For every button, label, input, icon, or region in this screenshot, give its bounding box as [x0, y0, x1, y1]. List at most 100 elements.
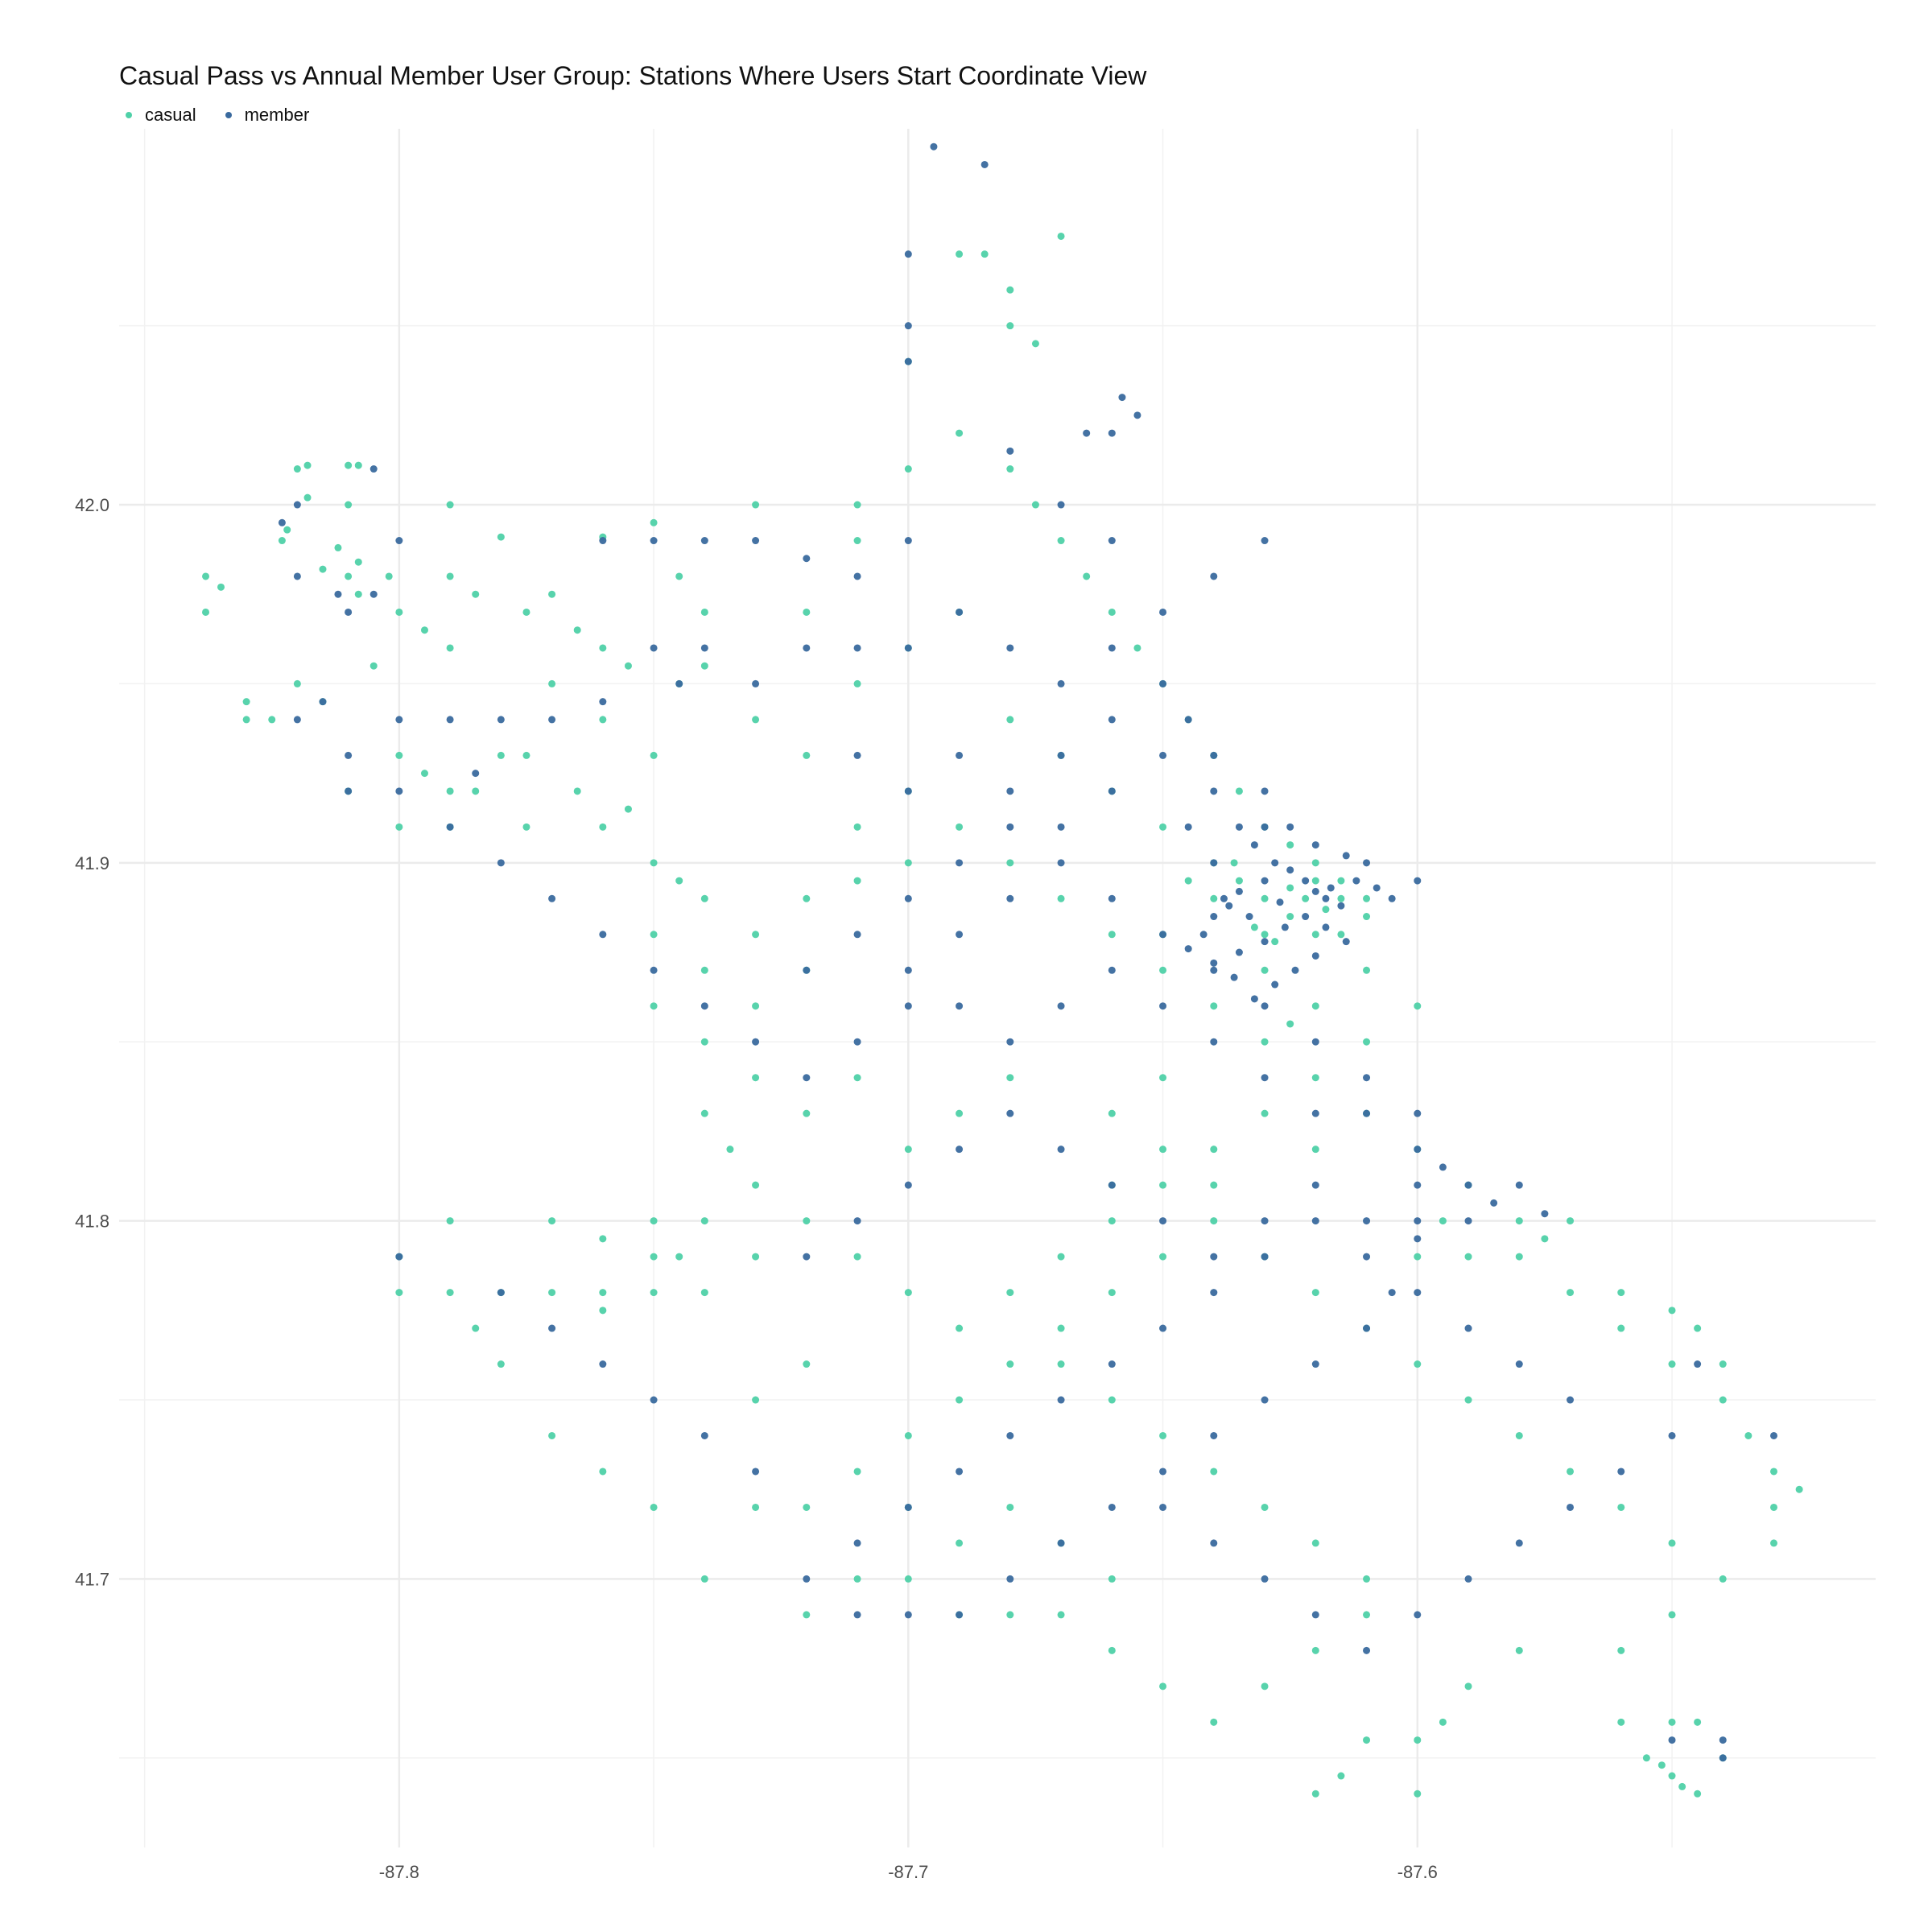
point-member	[803, 644, 811, 652]
point-member	[752, 1038, 760, 1046]
point-casual	[319, 565, 327, 573]
point-member	[1159, 679, 1167, 687]
point-casual	[599, 1289, 607, 1297]
point-casual	[1230, 859, 1238, 867]
point-member	[1388, 894, 1396, 902]
point-member	[1220, 894, 1228, 902]
point-casual	[624, 805, 632, 813]
point-member	[1363, 859, 1371, 867]
point-casual	[650, 518, 658, 526]
x-tick-label: -87.6	[1397, 1862, 1438, 1882]
point-casual	[1210, 1002, 1218, 1010]
point-casual	[1515, 1431, 1523, 1439]
point-casual	[1184, 877, 1192, 885]
point-member	[1276, 898, 1284, 906]
point-casual	[904, 859, 912, 867]
point-casual	[1006, 322, 1014, 330]
point-casual	[700, 608, 708, 616]
point-casual	[803, 894, 811, 902]
point-casual	[1567, 1217, 1575, 1225]
point-casual	[1159, 1146, 1167, 1154]
point-casual	[650, 1002, 658, 1010]
point-member	[1210, 913, 1218, 921]
point-member	[1567, 1396, 1575, 1404]
point-member	[1363, 1109, 1371, 1117]
point-casual	[904, 1431, 912, 1439]
point-casual	[1617, 1503, 1625, 1511]
point-casual	[956, 250, 964, 258]
point-casual	[548, 590, 556, 598]
point-casual	[726, 1146, 734, 1154]
point-casual	[1337, 931, 1345, 939]
point-casual	[650, 1289, 658, 1297]
point-casual	[1439, 1217, 1447, 1225]
point-casual	[1250, 923, 1258, 931]
point-casual	[472, 787, 480, 795]
point-casual	[1057, 1253, 1065, 1261]
point-casual	[1235, 877, 1243, 885]
point-casual	[700, 1217, 708, 1225]
point-casual	[1311, 1074, 1319, 1082]
point-casual	[1235, 787, 1243, 795]
point-casual	[752, 501, 760, 509]
point-member	[1261, 537, 1269, 545]
point-casual	[1031, 340, 1039, 348]
point-casual	[446, 1289, 454, 1297]
point-member	[853, 1539, 861, 1547]
y-tick-label: 41.9	[75, 853, 109, 873]
point-casual	[650, 1503, 658, 1511]
point-casual	[1770, 1503, 1778, 1511]
x-tick-label: -87.7	[888, 1862, 928, 1882]
point-member	[1210, 572, 1218, 580]
point-member	[1311, 841, 1319, 849]
point-member	[497, 1289, 505, 1297]
point-member	[1057, 501, 1065, 509]
point-member	[1464, 1324, 1472, 1332]
point-member	[319, 698, 327, 706]
point-member	[1373, 884, 1381, 892]
point-casual	[1567, 1289, 1575, 1297]
point-member	[1311, 1360, 1319, 1368]
point-member	[345, 787, 353, 795]
y-tick-label: 41.7	[75, 1569, 109, 1589]
point-casual	[1210, 1217, 1218, 1225]
point-member	[956, 751, 964, 759]
point-casual	[1159, 1682, 1167, 1690]
point-casual	[1668, 1718, 1676, 1726]
point-casual	[904, 1575, 912, 1583]
point-member	[1210, 859, 1218, 867]
point-casual	[700, 1109, 708, 1117]
point-member	[1210, 1289, 1218, 1297]
point-casual	[268, 716, 276, 724]
point-casual	[1108, 1217, 1116, 1225]
point-member	[1159, 1002, 1167, 1010]
point-member	[1414, 1146, 1422, 1154]
point-casual	[675, 877, 683, 885]
point-member	[956, 1146, 964, 1154]
point-casual	[345, 461, 353, 469]
point-member	[853, 751, 861, 759]
point-casual	[904, 1146, 912, 1154]
point-member	[1668, 1431, 1676, 1439]
point-member	[1006, 1109, 1014, 1117]
point-casual	[334, 543, 342, 551]
point-member	[1159, 608, 1167, 616]
point-member	[1302, 913, 1310, 921]
point-member	[1322, 923, 1330, 931]
point-member	[1261, 1253, 1269, 1261]
point-casual	[853, 877, 861, 885]
point-casual	[1159, 1431, 1167, 1439]
point-casual	[1133, 644, 1141, 652]
point-casual	[573, 626, 581, 634]
point-casual	[1302, 894, 1310, 902]
point-member	[548, 1324, 556, 1332]
point-member	[446, 823, 454, 831]
point-casual	[700, 1289, 708, 1297]
point-casual	[1261, 966, 1269, 974]
point-member	[904, 357, 912, 365]
point-casual	[1286, 884, 1294, 892]
point-member	[1159, 1324, 1167, 1332]
point-member	[1719, 1736, 1727, 1744]
